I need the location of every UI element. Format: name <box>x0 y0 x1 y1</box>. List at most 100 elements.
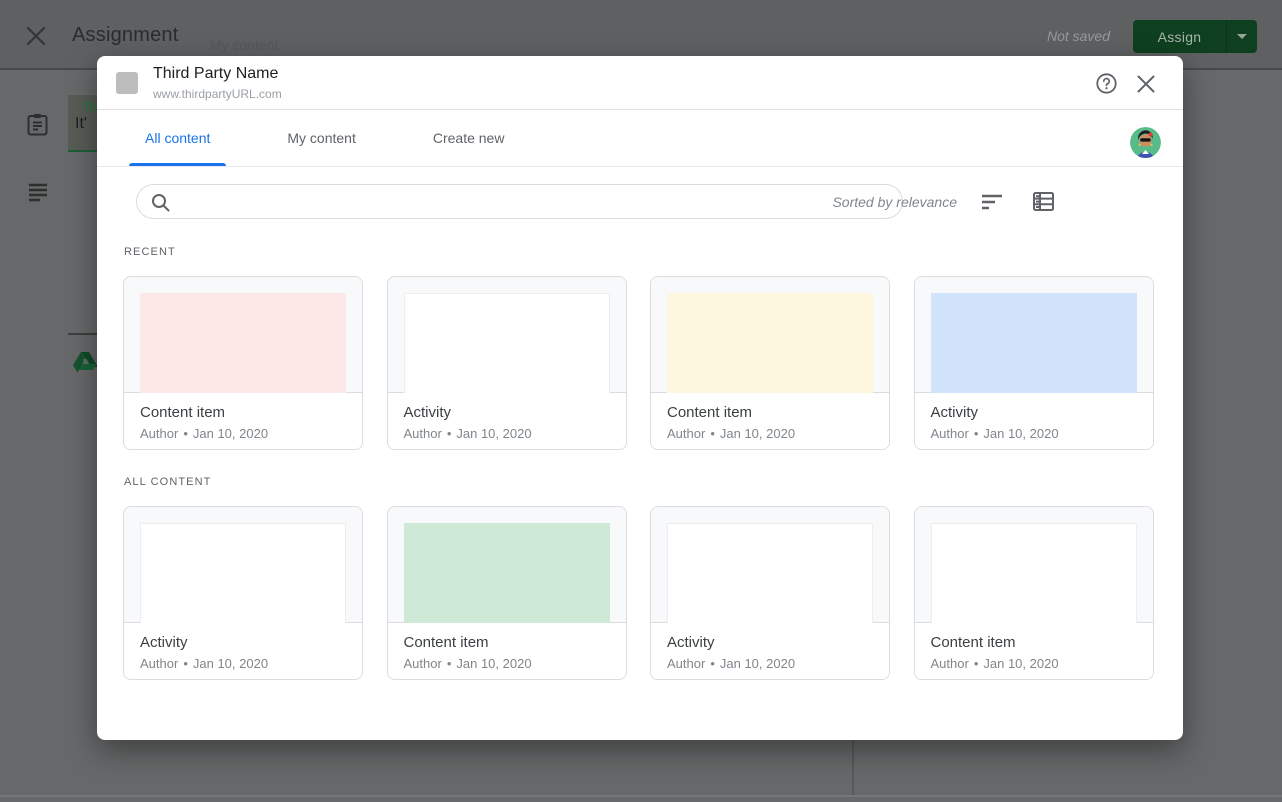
page-title: Assignment <box>72 24 179 46</box>
card-meta: Author • Jan 10, 2020 <box>667 656 795 671</box>
card-meta: Author • Jan 10, 2020 <box>404 656 532 671</box>
card-author: Author <box>930 426 969 441</box>
recent-cards-row: Content item Author • Jan 10, 2020 Activit… <box>123 276 1157 450</box>
tab-create-new[interactable]: Create new <box>432 130 505 146</box>
card-label-area: Content item Author • Jan 10, 2020 <box>651 393 889 449</box>
card-title: Content item <box>403 634 489 651</box>
assign-dropdown-button <box>1227 20 1257 53</box>
search-icon <box>151 193 170 212</box>
card-author: Author <box>403 426 442 441</box>
third-party-picker-dialog: Third Party Name www.thirdpartyURL.com A… <box>97 56 1183 740</box>
all-content-cards-row: Activity Author • Jan 10, 2020 Content ite… <box>123 506 1157 680</box>
card-date: Jan 10, 2020 <box>983 426 1059 441</box>
card-author: Author <box>667 656 706 671</box>
card-thumbnail <box>914 277 1153 393</box>
card-label-area: Content item Author • Jan 10, 2020 <box>914 623 1153 679</box>
card-date: Jan 10, 2020 <box>719 656 796 671</box>
card-title: Activity <box>930 404 979 421</box>
tab-my-content[interactable]: My content <box>287 130 356 146</box>
card-meta: Author • Jan 10, 2020 <box>140 426 268 441</box>
search-input[interactable] <box>181 186 881 217</box>
meta-separator: • <box>446 426 452 441</box>
dialog-title: Third Party Name <box>153 65 279 82</box>
meta-separator: • <box>710 656 715 671</box>
card-meta: Author • Jan 10, 2020 <box>667 426 795 441</box>
card-label-area: Content item Author • Jan 10, 2020 <box>124 393 362 449</box>
instructions-field-underline <box>68 333 102 335</box>
content-card[interactable]: Content item Author • Jan 10, 2020 <box>386 506 627 680</box>
card-title: Content item <box>140 404 226 421</box>
card-title: Activity <box>667 634 715 651</box>
card-meta: Author • Jan 10, 2020 <box>404 426 532 441</box>
card-meta: Author • Jan 10, 2020 <box>931 426 1059 441</box>
card-thumbnail <box>651 277 889 393</box>
drive-icon <box>72 351 98 375</box>
content-card[interactable]: Content item Author • Jan 10, 2020 <box>650 276 890 450</box>
page-footer-line <box>0 795 1282 797</box>
content-card[interactable]: Content item Author • Jan 10, 2020 <box>123 276 363 450</box>
card-author: Author <box>140 426 179 441</box>
description-lines-icon <box>29 183 47 202</box>
card-meta: Author • Jan 10, 2020 <box>931 656 1059 671</box>
content-card[interactable]: Activity Author • Jan 10, 2020 <box>386 276 627 450</box>
card-author: Author <box>403 656 442 671</box>
dialog-header: Third Party Name www.thirdpartyURL.com <box>97 56 1183 110</box>
button-divider <box>1226 20 1227 53</box>
card-date: Jan 10, 2020 <box>719 426 796 441</box>
field-underline <box>68 150 102 152</box>
meta-separator: • <box>710 426 715 441</box>
card-date: Jan 10, 2020 <box>456 426 532 441</box>
dialog-close-icon[interactable] <box>1137 75 1155 93</box>
card-thumbnail <box>387 507 626 623</box>
card-title: Activity <box>403 404 452 421</box>
thumbnail-image <box>667 293 873 393</box>
assign-split-button: Assign <box>1133 20 1257 53</box>
content-card[interactable]: Activity Author • Jan 10, 2020 <box>913 276 1154 450</box>
content-card[interactable]: Activity Author • Jan 10, 2020 <box>123 506 363 680</box>
card-label-area: Activity Author • Jan 10, 2020 <box>124 623 362 679</box>
thumbnail-image <box>667 523 873 623</box>
sort-icon[interactable] <box>982 193 1004 213</box>
dialog-url: www.thirdpartyURL.com <box>153 87 282 101</box>
thumbnail-image <box>140 293 346 393</box>
chevron-down-icon <box>1237 34 1247 39</box>
save-status: Not saved <box>1046 28 1110 44</box>
sort-status-label: Sorted by relevance <box>832 194 957 210</box>
thumbnail-image <box>930 523 1137 623</box>
content-card[interactable]: Content item Author • Jan 10, 2020 <box>913 506 1154 680</box>
card-meta: Author • Jan 10, 2020 <box>140 656 268 671</box>
card-thumbnail <box>124 507 362 623</box>
card-title: Content item <box>930 634 1016 651</box>
assignment-clipboard-icon <box>27 113 48 136</box>
search-toolbar: Sorted by relevance <box>97 167 1183 240</box>
section-label-all-content: ALL CONTENT <box>124 476 212 488</box>
tab-all-content[interactable]: All content <box>129 110 227 166</box>
card-author: Author <box>930 656 969 671</box>
content-card[interactable]: Activity Author • Jan 10, 2020 <box>650 506 890 680</box>
section-label-recent: RECENT <box>124 246 176 258</box>
meta-separator: • <box>446 656 452 671</box>
avatar[interactable] <box>1130 127 1161 158</box>
card-title: Activity <box>140 634 188 651</box>
help-icon[interactable] <box>1096 73 1117 94</box>
thumbnail-image <box>140 523 346 623</box>
card-date: Jan 10, 2020 <box>192 656 269 671</box>
card-label-area: Content item Author • Jan 10, 2020 <box>387 623 626 679</box>
close-icon <box>25 25 47 47</box>
app-placeholder-icon <box>116 72 138 94</box>
meta-separator: • <box>183 656 188 671</box>
card-thumbnail <box>651 507 889 623</box>
view-list-icon[interactable] <box>1033 192 1055 212</box>
card-label-area: Activity Author • Jan 10, 2020 <box>914 393 1153 449</box>
card-label-area: Activity Author • Jan 10, 2020 <box>651 623 889 679</box>
card-thumbnail <box>387 277 626 393</box>
search-box[interactable] <box>136 184 903 219</box>
card-title: Content item <box>667 404 753 421</box>
card-label-area: Activity Author • Jan 10, 2020 <box>387 393 626 449</box>
tab-bar: All content My content Create new <box>97 110 1183 167</box>
page-divider <box>852 740 854 797</box>
ghost-tab-text: My content <box>210 37 279 53</box>
card-date: Jan 10, 2020 <box>983 656 1059 671</box>
thumbnail-image <box>403 523 610 623</box>
